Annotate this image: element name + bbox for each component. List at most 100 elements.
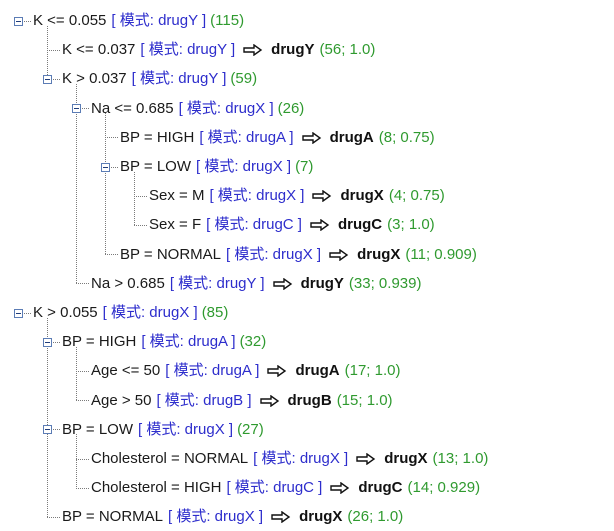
tree-connector-v bbox=[76, 347, 77, 400]
node-condition: Sex = F bbox=[149, 216, 202, 233]
node-prediction: drugB bbox=[287, 392, 332, 409]
node-mode-label: [ 模式: drugA ] bbox=[199, 129, 294, 146]
tree-connector-h bbox=[76, 488, 89, 489]
node-prediction: drugX bbox=[340, 187, 384, 204]
tree-connector-h bbox=[76, 283, 89, 284]
tree-connector-h bbox=[47, 342, 60, 343]
node-count: (59) bbox=[230, 70, 258, 87]
node-mode-label: [ 模式: drugC ] bbox=[206, 216, 302, 233]
tree-node[interactable]: K <= 0.055[ 模式: drugY ] (115) bbox=[33, 6, 244, 35]
tree-node[interactable]: Na > 0.685[ 模式: drugY ] drugY (33; 0.939) bbox=[91, 269, 421, 298]
tree-node[interactable]: BP = NORMAL[ 模式: drugX ] drugX (26; 1.0) bbox=[62, 502, 403, 531]
tree-node[interactable]: K <= 0.037[ 模式: drugY ] drugY (56; 1.0) bbox=[62, 35, 375, 64]
node-stats: (15; 1.0) bbox=[336, 392, 393, 409]
tree-node[interactable]: BP = LOW[ 模式: drugX ] (27) bbox=[62, 415, 264, 444]
node-condition: K > 0.037 bbox=[62, 70, 127, 87]
tree-connector-h bbox=[105, 167, 118, 168]
tree-node[interactable]: BP = HIGH[ 模式: drugA ] drugA (8; 0.75) bbox=[120, 123, 435, 152]
node-stats: (26; 1.0) bbox=[347, 508, 404, 525]
tree-node[interactable]: Cholesterol = NORMAL[ 模式: drugX ] drugX (1… bbox=[91, 444, 488, 473]
node-condition: BP = HIGH bbox=[120, 129, 195, 146]
tree-connector-v bbox=[134, 172, 135, 225]
tree-node[interactable]: BP = LOW[ 模式: drugX ] (7) bbox=[120, 152, 313, 181]
node-stats: (8; 0.75) bbox=[378, 129, 435, 146]
collapse-toggle-icon[interactable] bbox=[14, 309, 23, 318]
node-mode-label: [ 模式: drugX ] bbox=[138, 421, 234, 438]
node-condition: K > 0.055 bbox=[33, 304, 98, 321]
node-stats: (3; 1.0) bbox=[387, 216, 435, 233]
right-arrow-icon bbox=[356, 452, 376, 465]
tree-connector-h bbox=[105, 137, 118, 138]
node-mode-label: [ 模式: drugA ] bbox=[141, 333, 236, 350]
node-mode-label: [ 模式: drugX ] bbox=[253, 450, 349, 467]
node-count: (32) bbox=[239, 333, 267, 350]
node-stats: (14; 0.929) bbox=[407, 479, 481, 496]
tree-node[interactable]: BP = HIGH[ 模式: drugA ] (32) bbox=[62, 327, 266, 356]
node-prediction: drugX bbox=[384, 450, 428, 467]
tree-node[interactable]: Sex = M[ 模式: drugX ] drugX (4; 0.75) bbox=[149, 181, 445, 210]
tree-node[interactable]: K > 0.037[ 模式: drugY ] (59) bbox=[62, 64, 257, 93]
node-condition: BP = NORMAL bbox=[62, 508, 164, 525]
node-prediction: drugY bbox=[300, 275, 344, 292]
right-arrow-icon bbox=[330, 481, 350, 494]
node-prediction: drugC bbox=[337, 216, 383, 233]
node-condition: K <= 0.055 bbox=[33, 12, 107, 29]
tree-node[interactable]: Age > 50[ 模式: drugB ] drugB (15; 1.0) bbox=[91, 386, 393, 415]
right-arrow-icon bbox=[267, 364, 287, 377]
tree-connector-h bbox=[134, 225, 147, 226]
tree-node[interactable]: Cholesterol = HIGH[ 模式: drugC ] drugC (14;… bbox=[91, 473, 480, 502]
node-condition: Cholesterol = NORMAL bbox=[91, 450, 249, 467]
collapse-toggle-icon[interactable] bbox=[14, 17, 23, 26]
right-arrow-icon bbox=[271, 510, 291, 523]
tree-node[interactable]: Na <= 0.685[ 模式: drugX ] (26) bbox=[91, 94, 304, 123]
tree-connector-h bbox=[76, 108, 89, 109]
tree-connector-h bbox=[18, 313, 31, 314]
node-prediction: drugY bbox=[271, 41, 315, 58]
node-condition: BP = HIGH bbox=[62, 333, 137, 350]
node-condition: Na <= 0.685 bbox=[91, 100, 174, 117]
node-mode-label: [ 模式: drugX ] bbox=[102, 304, 198, 321]
node-mode-label: [ 模式: drugB ] bbox=[156, 392, 252, 409]
node-mode-label: [ 模式: drugY ] bbox=[131, 70, 227, 87]
tree-connector-v bbox=[47, 318, 48, 517]
node-mode-label: [ 模式: drugY ] bbox=[111, 12, 207, 29]
node-mode-label: [ 模式: drugX ] bbox=[196, 158, 292, 175]
node-stats: (11; 0.909) bbox=[405, 246, 477, 263]
tree-connector-h bbox=[76, 459, 89, 460]
node-mode-label: [ 模式: drugC ] bbox=[226, 479, 323, 496]
tree-connector-v bbox=[47, 26, 48, 79]
right-arrow-icon bbox=[310, 218, 330, 231]
node-stats: (17; 1.0) bbox=[344, 362, 401, 379]
node-mode-label: [ 模式: drugX ] bbox=[209, 187, 305, 204]
node-count: (27) bbox=[237, 421, 264, 438]
collapse-toggle-icon[interactable] bbox=[101, 163, 110, 172]
tree-connector-h bbox=[76, 371, 89, 372]
tree-connector-h bbox=[18, 21, 31, 22]
tree-connector-v bbox=[105, 113, 106, 254]
right-arrow-icon bbox=[329, 248, 349, 261]
node-stats: (4; 0.75) bbox=[388, 187, 445, 204]
node-condition: Sex = M bbox=[149, 187, 205, 204]
right-arrow-icon bbox=[272, 277, 293, 290]
node-mode-label: [ 模式: drugX ] bbox=[168, 508, 264, 525]
node-prediction: drugA bbox=[295, 362, 340, 379]
tree-node[interactable]: Age <= 50[ 模式: drugA ] drugA (17; 1.0) bbox=[91, 356, 401, 385]
node-stats: (33; 0.939) bbox=[348, 275, 422, 292]
tree-connector-h bbox=[134, 196, 147, 197]
tree-node[interactable]: K > 0.055[ 模式: drugX ] (85) bbox=[33, 298, 228, 327]
node-prediction: drugA bbox=[329, 129, 374, 146]
node-condition: Na > 0.685 bbox=[91, 275, 165, 292]
tree-node[interactable]: Sex = F[ 模式: drugC ] drugC (3; 1.0) bbox=[149, 210, 435, 239]
collapse-toggle-icon[interactable] bbox=[43, 425, 52, 434]
collapse-toggle-icon[interactable] bbox=[43, 75, 52, 84]
collapse-toggle-icon[interactable] bbox=[72, 104, 81, 113]
right-arrow-icon bbox=[259, 394, 280, 407]
node-mode-label: [ 模式: drugY ] bbox=[169, 275, 265, 292]
node-mode-label: [ 模式: drugX ] bbox=[226, 246, 322, 263]
tree-connector-h bbox=[47, 79, 60, 80]
tree-node[interactable]: BP = NORMAL[ 模式: drugX ] drugX (11; 0.909) bbox=[120, 240, 477, 269]
node-prediction: drugX bbox=[357, 246, 401, 263]
node-condition: K <= 0.037 bbox=[62, 41, 136, 58]
collapse-toggle-icon[interactable] bbox=[43, 338, 52, 347]
